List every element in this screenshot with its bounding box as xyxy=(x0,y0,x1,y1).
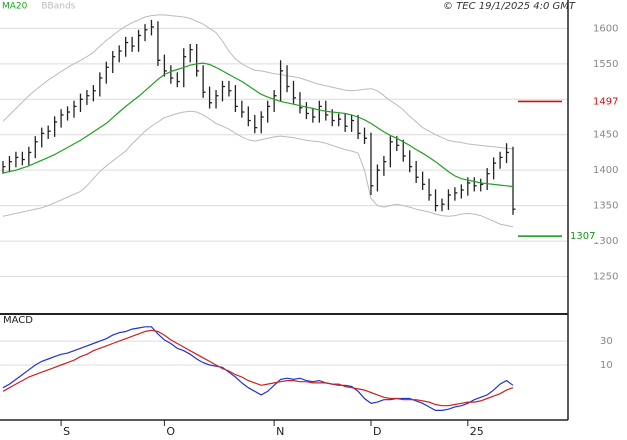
ma-line xyxy=(2,62,514,188)
x-tick-label: 25 xyxy=(470,425,484,438)
y-tick-label: 1250 xyxy=(593,272,618,283)
x-tick-label: O xyxy=(166,425,175,438)
level-label-bg xyxy=(569,230,599,243)
level-label: 1497 xyxy=(593,96,618,107)
y-tick-label: 1450 xyxy=(593,130,618,141)
plot-layer: 125013001350140014501500155016001030 xyxy=(0,14,618,411)
legend-entry: MA20 xyxy=(2,2,28,12)
x-tick-label: N xyxy=(276,425,284,438)
x-tick-label: D xyxy=(373,425,381,438)
panel-title: MACD xyxy=(3,315,33,326)
y-tick-label: 1350 xyxy=(593,201,618,212)
y-tick-label: 30 xyxy=(600,336,613,347)
band-upper xyxy=(2,14,514,150)
y-tick-label: 1300 xyxy=(593,236,618,247)
level-label: 1307 xyxy=(570,231,595,242)
level-label-bg xyxy=(592,95,622,108)
legend-entry: BBands xyxy=(41,2,75,12)
band-lower xyxy=(2,110,514,228)
y-tick-label: 1550 xyxy=(593,59,618,70)
y-tick-label: 1400 xyxy=(593,165,618,176)
credit: © TEC 19/1/2025 4:0 GMT xyxy=(443,1,576,12)
y-tick-label: 10 xyxy=(600,360,613,371)
indicator-line xyxy=(2,326,514,411)
y-tick-label: 1600 xyxy=(593,23,618,34)
indicator-line xyxy=(2,329,514,407)
x-tick-label: S xyxy=(63,425,70,438)
